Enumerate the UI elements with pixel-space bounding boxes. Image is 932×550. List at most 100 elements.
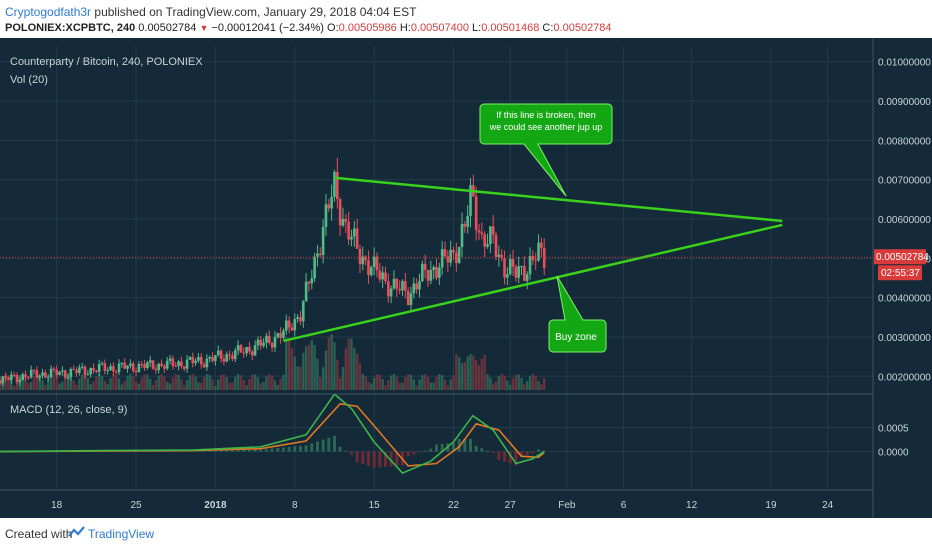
volume-bar [52,374,56,390]
volume-bar [154,380,158,390]
volume-bar [489,377,492,390]
candle-body [182,366,186,369]
candle-body [208,356,212,359]
volume-bar [537,381,540,390]
candle-body [131,363,135,371]
volume-bar [517,374,520,390]
candle-body [259,339,263,346]
candle-body [378,270,382,280]
volume-bar [29,382,33,390]
last-price: 0.00502784 [138,22,197,34]
candle-body [531,256,535,260]
volume-bar [236,374,240,390]
x-tick-label: 2018 [204,500,227,511]
tradingview-link[interactable]: TradingView [88,527,155,541]
symbol-label: POLONIEX:XCPBTC, 240 [5,22,136,34]
candle-body [469,185,472,216]
volume-bar [188,375,192,390]
candle-body [46,376,50,378]
volume-bar [307,344,311,390]
candle-body [517,266,520,278]
candle-body [350,236,353,240]
macd-histogram-bar [366,451,370,466]
volume-bar [146,374,149,390]
open-value: 0.00505986 [338,22,397,34]
volume-bar [231,382,234,390]
candle-body [69,369,73,377]
volume-bar [469,354,472,390]
x-tick-label: 19 [765,500,777,511]
volume-bar [375,374,379,390]
volume-bar [265,376,268,390]
price-chart[interactable]: If this line is broken, then we could see… [0,38,932,518]
candle-body [0,380,2,384]
volume-bar [117,378,121,390]
candle-body [44,372,47,378]
y-tick-label: 0.00900000 [878,97,931,108]
volume-bar [384,385,387,390]
candle-body [157,363,161,371]
volume-bar [38,375,41,390]
candle-body [370,267,373,276]
volume-bar [239,375,243,390]
volume-bar [310,340,313,390]
macd-histogram-bar [298,445,302,452]
callout-bubble [479,103,613,197]
macd-histogram-bar [463,438,467,452]
candle-body [500,254,503,258]
volume-bar [480,358,484,390]
macd-histogram-bar [508,451,512,464]
volume-bar [270,375,274,390]
candle-body [477,230,481,233]
chart-area[interactable]: If this line is broken, then we could see… [0,38,932,518]
candle-body [66,376,70,378]
macd-histogram-bar [355,451,359,463]
macd-histogram-bar [361,451,365,465]
candle-body [282,330,285,338]
candle-body [392,278,396,289]
candle-body [185,359,189,369]
candle-body [148,360,152,363]
price-change: −0.00012041 (−2.34%) [211,22,324,34]
volume-bar [321,367,325,390]
candle-body [52,368,56,370]
countdown-tag-text: 02:55:37 [881,268,920,279]
volume-bar [540,384,543,390]
volume-bar [58,383,61,390]
macd-histogram-bar [389,451,393,467]
volume-bar [4,374,7,390]
callout-resistance-note: If this line is broken, then we could see… [479,103,613,197]
volume-bar [423,374,427,390]
volume-bar [370,383,373,390]
candle-body [412,283,416,294]
callout-buy-zone-note: Buy zone [548,275,607,353]
volume-bar [455,354,458,390]
macd-signal-line [0,402,545,467]
volume-bar [259,383,262,390]
volume-bar [140,377,143,390]
y-tick-label: 0.00400000 [878,294,931,305]
candle-body [55,369,58,375]
candle-body [197,356,200,361]
volume-bar [446,385,450,390]
candle-body [338,199,342,226]
volume-bar [372,377,376,390]
volume-bar [449,379,452,390]
candle-body [466,215,469,227]
candle-body [537,242,540,261]
x-tick-label: Feb [558,500,576,511]
volume-bar [180,379,183,390]
candle-body [401,281,404,291]
callout-bubble [548,275,607,353]
chart-title: Counterparty / Bitcoin, 240, POLONIEX [10,56,203,68]
candle-body [236,345,240,351]
volume-bar [474,360,478,390]
macd-line [0,393,545,475]
author-link[interactable]: Cryptogodfath3r [5,5,92,19]
candle-body [188,357,192,360]
volume-bar [46,378,50,390]
volume-bar [197,382,200,390]
candle-body [463,224,467,227]
volume-bar [324,350,328,390]
candle-body [440,249,444,268]
